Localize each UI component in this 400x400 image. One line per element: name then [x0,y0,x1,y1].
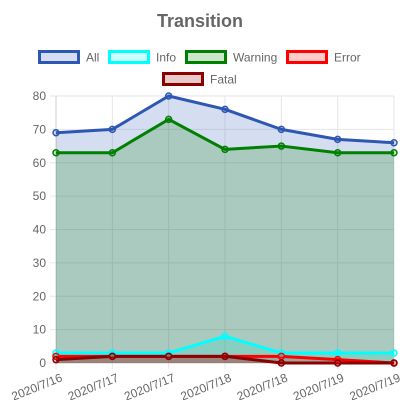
legend-label: All [86,51,99,65]
point-error[interactable] [277,352,286,361]
legend-label: Info [156,51,176,65]
series-area-warning [56,119,394,363]
legend-swatch [162,72,204,86]
x-tick-label: 2020/7/19 [291,370,346,400]
series-areas [56,96,394,363]
point-all[interactable] [277,125,286,134]
x-tick-label: 2020/7/17 [66,370,121,400]
point-warning[interactable] [52,148,60,157]
series-line-warning [56,117,394,155]
point-fatal[interactable] [52,355,60,364]
x-tick-label: 2020/7/19 [348,370,400,400]
point-fatal[interactable] [333,359,342,367]
point-all[interactable] [390,138,398,147]
y-tick-label: 40 [33,223,47,237]
legend-label: Error [334,51,361,65]
legend-label: Fatal [210,73,237,87]
legend-label: Warning [233,51,277,65]
point-fatal[interactable] [390,359,398,367]
point-warning[interactable] [108,148,117,157]
x-tick-label: 2020/7/16 [10,370,65,400]
legend-item-fatal[interactable]: Fatal [162,72,237,87]
legend-item-all[interactable]: All [38,50,100,65]
x-tick-label: 2020/7/18 [235,370,290,400]
point-warning[interactable] [277,142,286,150]
point-all[interactable] [52,128,60,137]
point-info[interactable] [333,349,342,357]
x-axis: 2020/7/16 2020/7/17 2020/7/17 2020/7/18 2020… [10,370,400,400]
x-tick-label: 2020/7/17 [122,370,177,400]
point-fatal[interactable] [164,352,173,361]
legend-item-info[interactable]: Info [108,50,177,65]
y-tick-label: 60 [33,156,47,170]
y-tick-label: 50 [33,189,47,203]
x-tick-label: 2020/7/18 [179,370,234,400]
chart-title: Transition [157,11,243,31]
point-fatal[interactable] [277,359,286,367]
y-axis: 0 10 20 30 40 50 60 70 80 [33,89,47,370]
y-tick-label: 10 [33,323,47,337]
legend-swatch [108,50,150,64]
grid [50,95,395,369]
legend-swatch [185,50,227,64]
series-area-all [56,96,394,363]
y-tick-label: 0 [39,356,46,370]
y-tick-label: 70 [33,122,47,136]
legend-item-warning[interactable]: Warning [185,50,278,65]
point-fatal[interactable] [221,352,229,361]
legend-swatch [38,50,80,64]
point-warning[interactable] [333,148,342,157]
legend: All Info Warning Error Fatal [38,50,361,87]
point-warning[interactable] [164,115,173,124]
point-all[interactable] [333,135,342,144]
point-warning[interactable] [221,145,229,154]
point-fatal[interactable] [108,352,117,361]
legend-swatch [286,50,328,64]
point-all[interactable] [108,125,117,134]
point-info[interactable] [390,349,398,357]
point-all[interactable] [221,105,229,114]
point-warning[interactable] [390,148,398,157]
series-points [52,92,398,367]
point-all[interactable] [164,92,173,100]
series-line-all [55,94,395,145]
point-info[interactable] [221,332,229,341]
y-tick-label: 20 [33,289,47,303]
y-tick-label: 80 [33,89,47,103]
legend-item-error[interactable]: Error [286,50,361,65]
y-tick-label: 30 [33,256,47,270]
